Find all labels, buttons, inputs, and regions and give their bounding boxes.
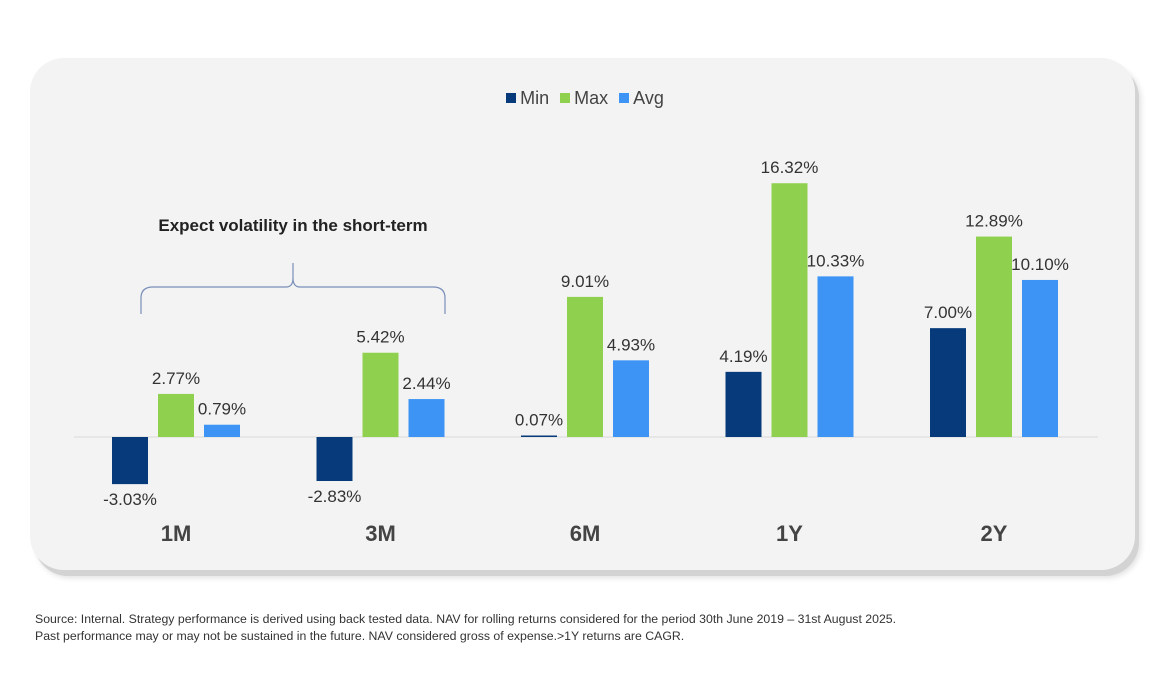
legend-label-min: Min — [520, 88, 550, 108]
x-tick-label-6m: 6M — [570, 521, 601, 546]
data-label-1y-avg: 10.33% — [807, 251, 865, 270]
data-label-3m-max: 5.42% — [356, 328, 404, 347]
legend-label-max: Max — [574, 88, 609, 108]
data-label-1y-min: 4.19% — [719, 347, 767, 366]
x-tick-label-3m: 3M — [365, 521, 396, 546]
bar-3m-avg — [408, 399, 445, 437]
bar-1y-max — [771, 183, 808, 437]
legend: Min Max Avg — [0, 88, 1170, 109]
legend-item-max: Max — [560, 88, 608, 109]
bar-3m-max — [362, 352, 399, 437]
bar-2y-avg — [1022, 279, 1058, 437]
bar-6m-max — [567, 296, 603, 437]
bar-2y-min — [930, 328, 966, 437]
data-label-3m-min: -2.83% — [308, 487, 362, 506]
bar-1m-avg — [204, 424, 240, 437]
volatility-annotation: Expect volatility in the short-term — [158, 216, 427, 235]
legend-swatch-avg — [619, 93, 630, 103]
bar-1m-min — [112, 437, 148, 485]
data-label-2y-min: 7.00% — [924, 303, 972, 322]
bar-1y-min — [725, 371, 762, 437]
source-line-2: Past performance may or may not be susta… — [35, 629, 685, 643]
bar-3m-min — [316, 437, 353, 482]
data-label-6m-min: 0.07% — [515, 411, 563, 430]
data-label-1m-avg: 0.79% — [198, 400, 246, 419]
legend-item-min: Min — [506, 88, 549, 109]
x-tick-label-1y: 1Y — [776, 521, 803, 546]
bar-1m-max — [158, 393, 194, 437]
data-label-1m-min: -3.03% — [103, 490, 157, 509]
bar-6m-avg — [613, 360, 649, 437]
data-label-3m-avg: 2.44% — [402, 374, 450, 393]
legend-label-avg: Avg — [633, 88, 664, 108]
data-label-1m-max: 2.77% — [152, 369, 200, 388]
data-label-1y-max: 16.32% — [761, 158, 819, 177]
legend-item-avg: Avg — [619, 88, 664, 109]
x-tick-label-2y: 2Y — [981, 521, 1008, 546]
bar-2y-max — [976, 236, 1012, 437]
bar-1y-avg — [817, 276, 854, 437]
data-label-2y-avg: 10.10% — [1011, 255, 1069, 274]
source-line-1: Source: Internal. Strategy performance i… — [35, 612, 897, 626]
source-note: Source: Internal. Strategy performance i… — [35, 611, 896, 645]
legend-swatch-max — [560, 93, 571, 103]
bar-6m-min — [521, 435, 557, 437]
data-label-6m-max: 9.01% — [561, 272, 609, 291]
x-tick-label-1m: 1M — [161, 521, 192, 546]
legend-swatch-min — [506, 93, 517, 103]
data-label-2y-max: 12.89% — [965, 212, 1023, 231]
volatility-brace — [140, 263, 446, 314]
data-label-6m-avg: 4.93% — [607, 335, 655, 354]
